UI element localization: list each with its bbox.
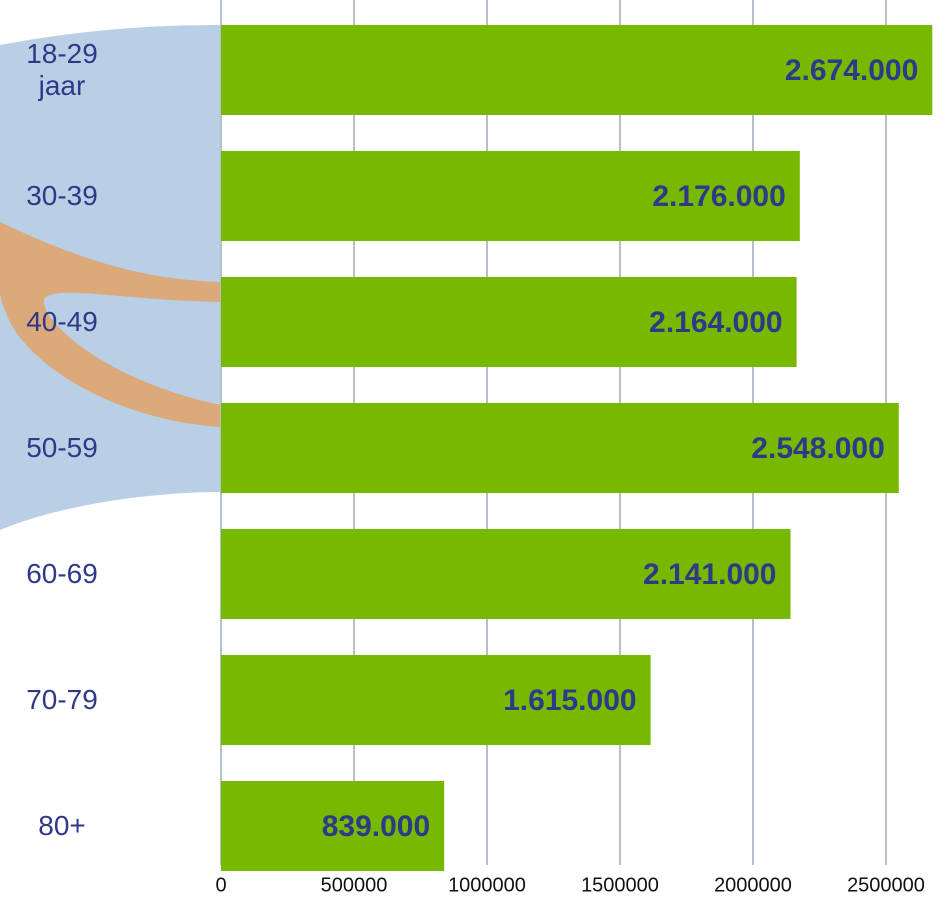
value-label: 2.164.000 [649,306,782,339]
y-tick-label: 18-29 jaar [14,38,110,102]
value-label: 2.674.000 [785,54,918,87]
value-label: 1.615.000 [503,684,636,717]
y-tick-label: 30-39 [14,180,110,212]
value-label: 2.176.000 [652,180,785,213]
x-tick-label: 0 [215,874,226,896]
y-tick-label: 60-69 [14,558,110,590]
y-tick-label: 80+ [14,810,110,842]
x-tick-label: 2500000 [847,874,925,896]
value-label: 839.000 [322,810,430,843]
x-tick-label: 2000000 [714,874,792,896]
y-tick-label: 40-49 [14,306,110,338]
x-tick-label: 1500000 [581,874,659,896]
chart: 2.674.000 2.176.000 2.164.000 2.548.000 2.14… [0,0,950,912]
y-tick-label: 70-79 [14,684,110,716]
x-tick-label: 500000 [321,874,388,896]
y-tick-label: 50-59 [14,432,110,464]
value-label: 2.141.000 [643,558,776,591]
x-tick-label: 1000000 [448,874,526,896]
chart-svg: 2.674.000 2.176.000 2.164.000 2.548.000 2.14… [0,0,950,912]
value-label: 2.548.000 [751,432,884,465]
